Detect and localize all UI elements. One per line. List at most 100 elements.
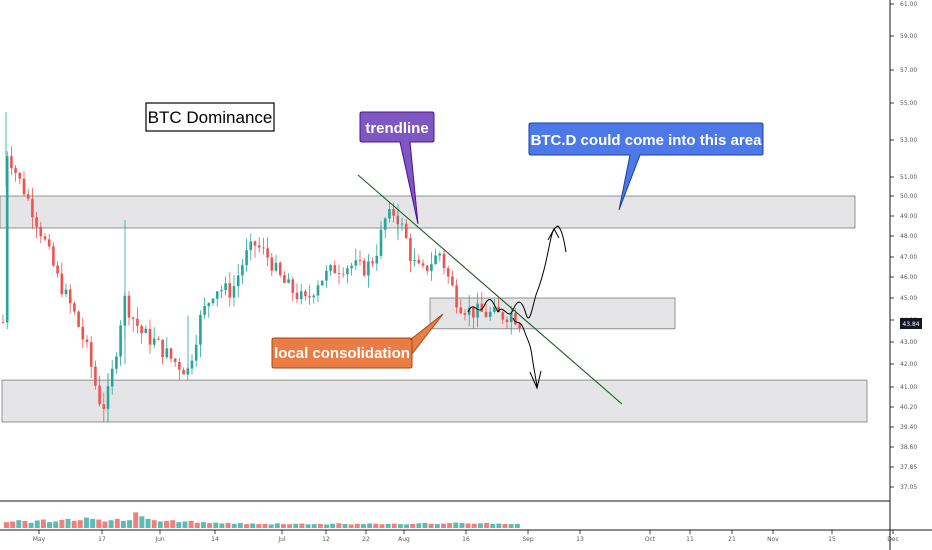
time-tick-label: Jun [154, 536, 165, 543]
price-tick-label: 53.00 [900, 137, 917, 144]
candle [430, 252, 433, 281]
volume-bar [317, 523, 323, 528]
volume-bar [391, 523, 397, 528]
candle [425, 264, 429, 276]
candle [434, 248, 437, 265]
candle [161, 339, 164, 365]
candle [81, 317, 85, 349]
volume-bar [207, 523, 213, 528]
volume-bar [360, 524, 366, 528]
time-tick-label: 14 [211, 536, 219, 543]
volume-bar [213, 522, 219, 528]
volume-bar [379, 524, 385, 528]
candle [115, 352, 118, 374]
volume-bar [16, 520, 22, 528]
volume-bar [53, 521, 59, 528]
candle [253, 240, 257, 258]
candle [421, 259, 425, 269]
current-price-marker: 43.84 [900, 318, 922, 329]
candle [18, 172, 22, 185]
volume-bar [10, 521, 16, 528]
candle [178, 358, 181, 381]
candle [291, 277, 295, 302]
volume-bar [164, 520, 169, 528]
candle [220, 285, 223, 299]
trendline-callout-label: trendline [365, 120, 428, 137]
volume-bar [324, 524, 330, 528]
candle [371, 257, 374, 268]
candle [413, 248, 416, 267]
candle [493, 299, 496, 314]
candle [102, 392, 106, 422]
price-tick-label: 49.00 [900, 213, 917, 220]
volume-bar [287, 524, 293, 528]
time-tick-label: 21 [728, 536, 736, 543]
price-tick-label: 57.00 [900, 67, 917, 74]
volume-bar [274, 523, 280, 528]
candle [329, 263, 332, 276]
candle [337, 264, 341, 285]
candle [211, 297, 215, 306]
volume-bar [120, 520, 126, 528]
time-tick-label: Aug [398, 536, 410, 543]
candle [236, 263, 240, 298]
candle [484, 303, 488, 318]
candle [173, 357, 177, 367]
candle [190, 354, 194, 375]
time-axis: May 17 Jun 14 Jul 12 22 Aug 16 Sep 13 Oct 11 21 Nov 15 D… [33, 530, 899, 543]
candle [14, 165, 17, 182]
candle [266, 237, 269, 267]
volume-bar [145, 518, 151, 528]
candle [257, 237, 261, 253]
upper-resistance-zone [0, 195, 856, 229]
volume-bar [188, 520, 194, 528]
time-tick-label: Dec [887, 536, 899, 543]
volume-bar [453, 522, 459, 528]
candle [152, 327, 156, 348]
volume-bar [404, 524, 410, 528]
time-tick-label: 11 [686, 536, 694, 543]
price-tick-label: 48.00 [900, 233, 917, 240]
candle [64, 283, 68, 298]
volume-bar [34, 520, 40, 528]
area-callout: BTC.D could come into this area [528, 122, 764, 211]
price-tick-label: 43.00 [900, 339, 917, 346]
candle [39, 221, 43, 244]
candle [375, 244, 379, 271]
time-tick-label: Sep [522, 536, 534, 543]
candle [409, 233, 412, 273]
candle [245, 238, 248, 272]
candle [287, 273, 290, 284]
candle [127, 291, 131, 326]
candle [22, 171, 26, 197]
candle [89, 336, 93, 379]
candle [320, 280, 324, 287]
candle [446, 265, 450, 284]
candle [459, 299, 463, 315]
candle [35, 211, 38, 239]
candle [262, 237, 265, 255]
candle [501, 310, 505, 324]
time-tick-label: 15 [828, 536, 836, 543]
time-tick-label: Jul [277, 536, 286, 543]
volume-bar [471, 523, 477, 528]
candle [68, 284, 72, 314]
volume-bar [434, 523, 440, 528]
candle [438, 251, 442, 262]
time-tick-label: 12 [322, 536, 330, 543]
candle [467, 295, 471, 327]
candle [299, 283, 303, 305]
candle [346, 265, 349, 284]
volume-bar [108, 520, 114, 528]
candle [1, 314, 5, 324]
price-tick-label: 51.00 [900, 174, 917, 181]
lower-support-zone [1, 379, 868, 423]
candle [140, 324, 143, 344]
candle [232, 274, 236, 307]
volume-bar [477, 523, 483, 528]
time-tick-label: Oct [645, 536, 656, 543]
volume-bar [65, 518, 71, 528]
candle [119, 320, 122, 366]
candle [169, 347, 173, 363]
